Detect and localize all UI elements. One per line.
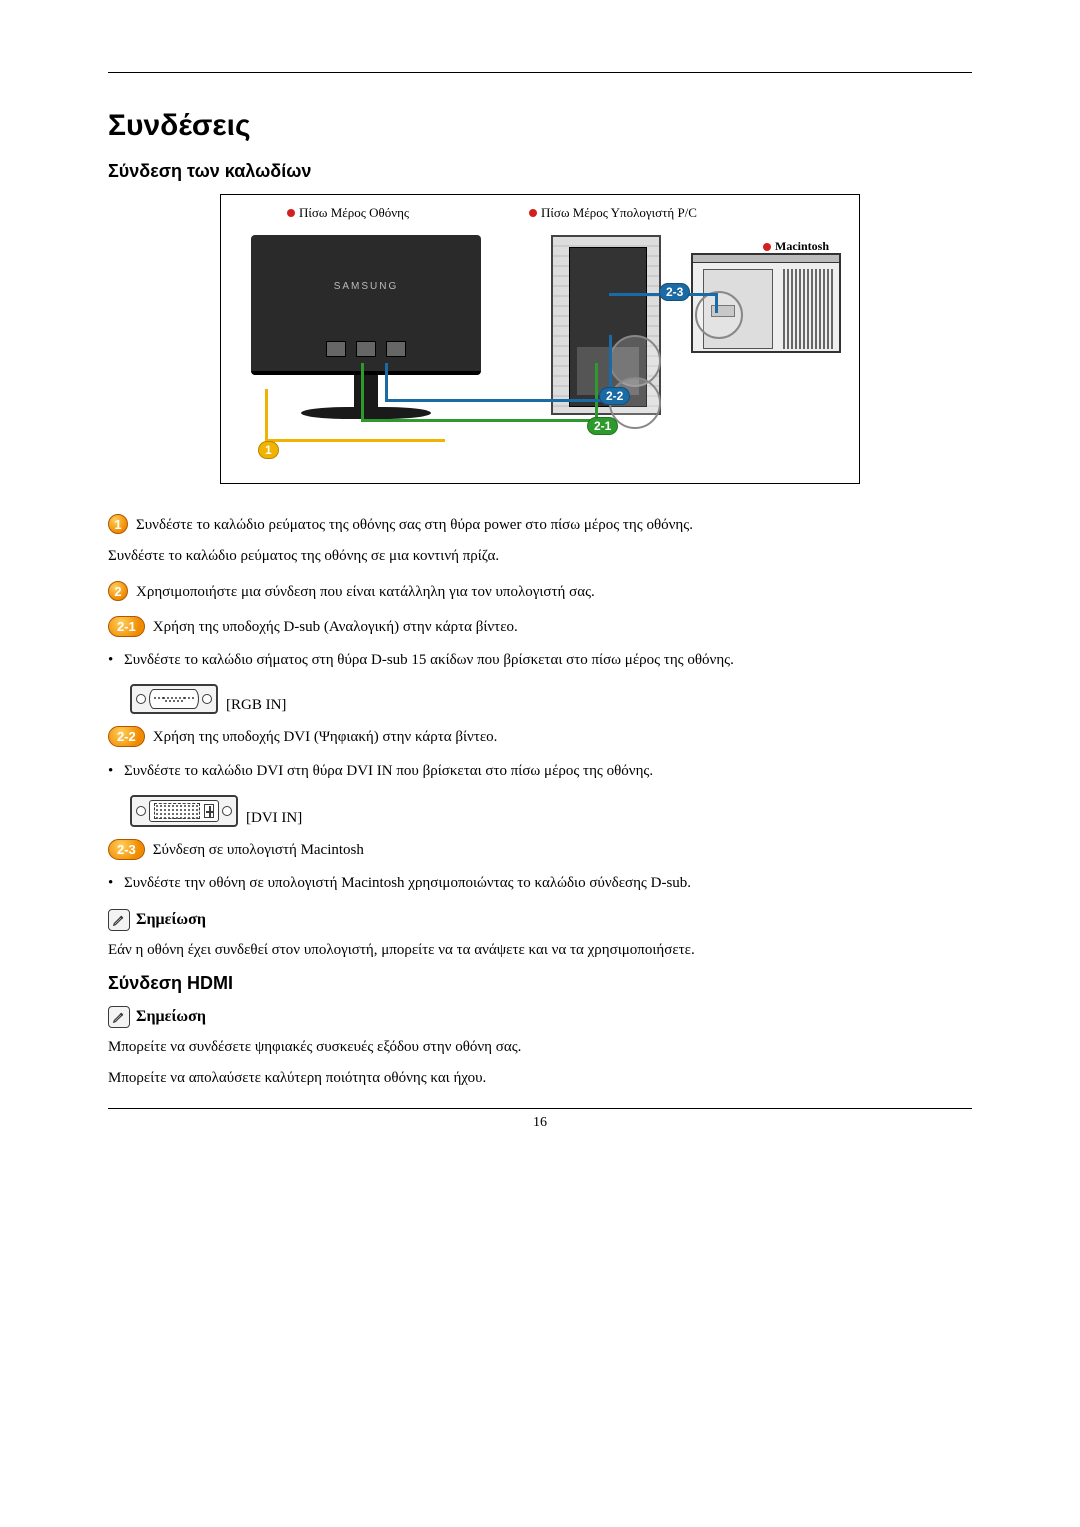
dvi-port-icon — [130, 795, 238, 827]
section2-heading: Σύνδεση HDMI — [108, 973, 972, 994]
section2-p1: Μπορείτε να συνδέσετε ψηφιακές συσκευές … — [108, 1036, 972, 1059]
monitor-brand: SAMSUNG — [251, 281, 481, 292]
cable-power — [265, 389, 268, 439]
label-mac: Macintosh — [763, 239, 829, 254]
cable-dvi — [385, 399, 609, 402]
step-2-3-text: Σύνδεση σε υπολογιστή Macintosh — [153, 839, 972, 862]
step-2-2-bullet-text: Συνδέστε το καλώδιο DVI στη θύρα DVI IN … — [124, 760, 972, 783]
step-2-1-text: Χρήση της υποδοχής D-sub (Αναλογική) στη… — [153, 616, 972, 639]
monitor-port — [326, 341, 346, 357]
diagram-top-labels: Πίσω Μέρος Οθόνης Πίσω Μέρος Υπολογιστή … — [231, 205, 849, 221]
red-dot-icon — [529, 209, 537, 217]
dvi-in-label: [DVI IN] — [246, 810, 302, 826]
dvi-port-row: [DVI IN] — [130, 795, 972, 827]
cable-dvi — [385, 363, 388, 399]
step-2-1: 2-1 Χρήση της υποδοχής D-sub (Αναλογική)… — [108, 616, 972, 639]
rule-top — [108, 72, 972, 73]
badge-2-2: 2-2 — [108, 726, 145, 747]
document-page: Συνδέσεις Σύνδεση των καλωδίων Πίσω Μέρο… — [0, 0, 1080, 1527]
note-row-2: Σημείωση — [108, 1006, 972, 1028]
diagram-monitor: SAMSUNG — [251, 235, 481, 405]
red-dot-icon — [287, 209, 295, 217]
magnifier-icon — [695, 291, 743, 339]
diagram-mac — [691, 253, 841, 353]
rgb-port-row: [RGB IN] — [130, 684, 972, 714]
step-1-text: Συνδέστε το καλώδιο ρεύματος της οθόνης … — [136, 514, 972, 537]
dvi-connector-icon — [149, 800, 219, 822]
cable-vga — [361, 363, 364, 419]
monitor-body: SAMSUNG — [251, 235, 481, 375]
diagram-tag-21: 2-1 — [587, 417, 618, 435]
cable-power — [265, 439, 445, 442]
screw-icon — [136, 694, 146, 704]
note-label-1: Σημείωση — [136, 911, 206, 929]
step-2-text: Χρησιμοποιήστε μια σύνδεση που είναι κατ… — [136, 581, 972, 604]
monitor-port — [356, 341, 376, 357]
section1-heading: Σύνδεση των καλωδίων — [108, 161, 972, 182]
note-text-1: Εάν η οθόνη έχει συνδεθεί στον υπολογιστ… — [108, 939, 972, 962]
cable-vga — [595, 363, 598, 419]
step-2-2-bullet: • Συνδέστε το καλώδιο DVI στη θύρα DVI I… — [108, 760, 972, 783]
diagram-tag-22: 2-2 — [599, 387, 630, 405]
label-mac-text: Macintosh — [775, 239, 829, 254]
step-1-sub: Συνδέστε το καλώδιο ρεύματος της οθόνης … — [108, 545, 972, 568]
vga-connector-icon — [149, 689, 199, 709]
step-2-1-bullet-text: Συνδέστε το καλώδιο σήματος στη θύρα D-s… — [124, 649, 972, 672]
note-label-2: Σημείωση — [136, 1008, 206, 1026]
note-icon — [108, 1006, 130, 1028]
note-row-1: Σημείωση — [108, 909, 972, 931]
vga-port-icon — [130, 684, 218, 714]
step-2-3: 2-3 Σύνδεση σε υπολογιστή Macintosh — [108, 839, 972, 862]
label-pc-back-text: Πίσω Μέρος Υπολογιστή P/C — [541, 205, 697, 221]
rule-bottom — [108, 1108, 972, 1109]
monitor-base — [301, 407, 431, 419]
step-2-2-text: Χρήση της υποδοχής DVI (Ψηφιακή) στην κά… — [153, 726, 972, 749]
diagram-tag-23: 2-3 — [659, 283, 690, 301]
step-2-3-bullet: • Συνδέστε την οθόνη σε υπολογιστή Macin… — [108, 872, 972, 895]
monitor-stand — [354, 373, 378, 407]
monitor-port — [386, 341, 406, 357]
page-title: Συνδέσεις — [108, 109, 972, 143]
screw-icon — [202, 694, 212, 704]
step-2-1-bullet: • Συνδέστε το καλώδιο σήματος στη θύρα D… — [108, 649, 972, 672]
bullet-dot: • — [108, 649, 114, 672]
note-icon — [108, 909, 130, 931]
page-number: 16 — [108, 1115, 972, 1131]
step-2: 2 Χρησιμοποιήστε μια σύνδεση που είναι κ… — [108, 581, 972, 604]
section2-p2: Μπορείτε να απολαύσετε καλύτερη ποιότητα… — [108, 1067, 972, 1090]
step-1: 1 Συνδέστε το καλώδιο ρεύματος της οθόνη… — [108, 514, 972, 537]
badge-2-1: 2-1 — [108, 616, 145, 637]
badge-2: 2 — [108, 581, 128, 601]
monitor-ports — [251, 341, 481, 357]
label-monitor-back-text: Πίσω Μέρος Οθόνης — [299, 205, 409, 221]
badge-2-3: 2-3 — [108, 839, 145, 860]
bullet-dot: • — [108, 760, 114, 783]
diagram-tag-1: 1 — [258, 441, 279, 459]
label-pc-back: Πίσω Μέρος Υπολογιστή P/C — [529, 205, 697, 221]
label-monitor-back: Πίσω Μέρος Οθόνης — [287, 205, 409, 221]
screw-icon — [222, 806, 232, 816]
rgb-in-label: [RGB IN] — [226, 697, 286, 713]
bullet-dot: • — [108, 872, 114, 895]
cable-vga — [361, 419, 595, 422]
connection-diagram: Πίσω Μέρος Οθόνης Πίσω Μέρος Υπολογιστή … — [220, 194, 860, 484]
red-dot-icon — [763, 243, 771, 251]
badge-1: 1 — [108, 514, 128, 534]
step-2-2: 2-2 Χρήση της υποδοχής DVI (Ψηφιακή) στη… — [108, 726, 972, 749]
screw-icon — [136, 806, 146, 816]
cable-dvi — [715, 293, 718, 313]
step-2-3-bullet-text: Συνδέστε την οθόνη σε υπολογιστή Macinto… — [124, 872, 972, 895]
mac-top — [693, 255, 839, 263]
mac-grill — [783, 269, 833, 349]
